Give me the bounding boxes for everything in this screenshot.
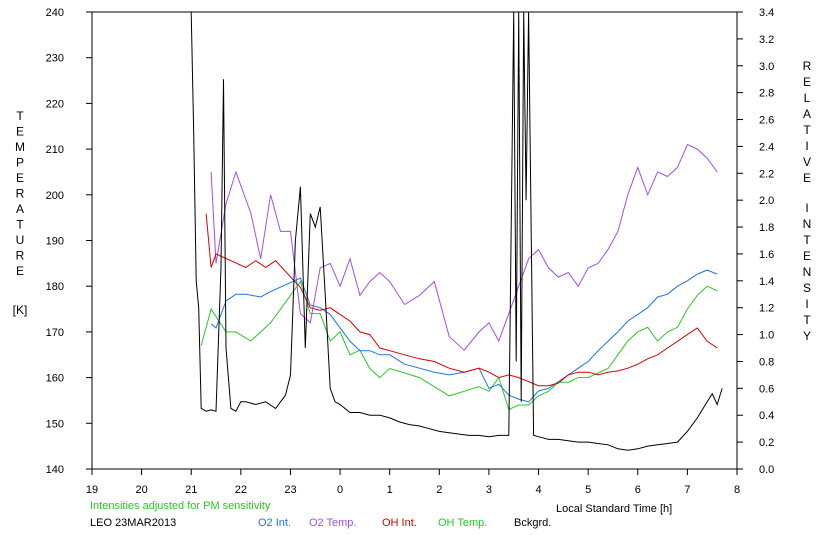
right-tick-label: 0.4 xyxy=(759,410,774,422)
left-tick-label: 220 xyxy=(46,98,64,110)
left-axis-unit: [K] xyxy=(13,303,28,317)
left-axis-label-letter: M xyxy=(15,140,25,154)
right-axis-label-letter: R xyxy=(803,59,812,73)
left-axis-label-letter: A xyxy=(16,202,24,216)
legend-item: Bckgrd. xyxy=(514,517,551,529)
left-tick-label: 240 xyxy=(46,7,64,19)
right-axis-label-letter: T xyxy=(803,233,811,247)
right-tick-label: 2.6 xyxy=(759,115,774,127)
left-axis-label-letter: T xyxy=(16,218,24,232)
right-axis-label-letter: E xyxy=(803,249,811,263)
legend: O2 Int. O2 Temp. OH Int. OH Temp. Bckgrd. xyxy=(258,517,551,529)
right-axis-label-letter: E xyxy=(803,75,811,89)
right-tick-label: 1.4 xyxy=(759,276,774,288)
x-tick-label: 19 xyxy=(86,484,98,496)
left-tick-label: 200 xyxy=(46,190,64,202)
right-axis-label-letter: I xyxy=(805,297,808,311)
right-tick-label: 1.6 xyxy=(759,249,774,261)
right-axis-label-letter: N xyxy=(803,217,812,231)
legend-item: O2 Int. xyxy=(258,517,291,529)
series-o2-int-line xyxy=(210,269,718,403)
x-axis-ticks: 19 20 21 22 23 0 1 2 3 4 5 6 7 8 xyxy=(86,469,740,496)
right-tick-label: 1.2 xyxy=(759,303,774,315)
right-axis-label-letter: S xyxy=(803,281,811,295)
x-tick-label: 23 xyxy=(284,484,296,496)
left-axis-label-letter: P xyxy=(16,156,24,170)
x-tick-label: 22 xyxy=(235,484,247,496)
right-axis-label-letter: A xyxy=(803,107,811,121)
left-tick-label: 210 xyxy=(46,144,64,156)
left-tick-label: 230 xyxy=(46,53,64,65)
right-axis-ticks: 0.0 0.2 0.4 0.6 0.8 1.0 1.2 1.4 1.6 1.8 2.0 2.2 2.4 2… xyxy=(737,7,774,476)
x-tick-label: 4 xyxy=(535,484,541,496)
x-axis-label: Local Standard Time [h] xyxy=(556,503,672,515)
left-axis-label-letter: R xyxy=(16,249,25,263)
x-tick-label: 20 xyxy=(135,484,147,496)
right-tick-label: 0.8 xyxy=(759,356,774,368)
right-axis-label-letter: E xyxy=(803,171,811,185)
sensitivity-note: Intensities adjusted for PM sensitivity xyxy=(90,500,271,512)
left-axis-ticks: 140 150 160 170 180 190 200 210 220 230 240 xyxy=(46,7,92,476)
x-tick-label: 21 xyxy=(185,484,197,496)
x-tick-label: 5 xyxy=(585,484,591,496)
right-axis-label-letter: T xyxy=(803,123,811,137)
x-tick-label: 8 xyxy=(734,484,740,496)
right-tick-label: 3.4 xyxy=(759,7,774,19)
x-tick-label: 1 xyxy=(387,484,393,496)
right-tick-label: 0.0 xyxy=(759,464,774,476)
right-tick-label: 2.4 xyxy=(759,141,774,153)
right-tick-label: 2.8 xyxy=(759,88,774,100)
right-axis-label-letter: I xyxy=(805,201,808,215)
right-tick-label: 1.0 xyxy=(759,330,774,342)
right-tick-label: 1.8 xyxy=(759,222,774,234)
legend-item: OH Temp. xyxy=(438,517,487,529)
legend-item: OH Int. xyxy=(382,517,417,529)
left-axis-label-letter: E xyxy=(16,264,24,278)
station-date: LEO 23MAR2013 xyxy=(90,517,176,529)
right-tick-label: 2.0 xyxy=(759,195,774,207)
right-axis-label-letter: V xyxy=(803,155,811,169)
left-tick-label: 180 xyxy=(46,281,64,293)
x-tick-label: 6 xyxy=(635,484,641,496)
left-axis-label-letter: E xyxy=(16,125,24,139)
left-axis-label-letter: R xyxy=(16,187,25,201)
left-tick-label: 160 xyxy=(46,373,64,385)
x-tick-label: 7 xyxy=(684,484,690,496)
right-axis-label-letter: I xyxy=(805,139,808,153)
right-tick-label: 0.6 xyxy=(759,383,774,395)
x-tick-label: 2 xyxy=(436,484,442,496)
x-tick-label: 0 xyxy=(337,484,343,496)
right-axis-label-letter: L xyxy=(804,91,811,105)
right-tick-label: 3.0 xyxy=(759,61,774,73)
left-tick-label: 170 xyxy=(46,327,64,339)
left-axis-label-letter: U xyxy=(16,233,25,247)
right-tick-label: 0.2 xyxy=(759,437,774,449)
left-tick-label: 190 xyxy=(46,236,64,248)
x-tick-label: 3 xyxy=(486,484,492,496)
right-axis-label-letter: Y xyxy=(803,329,811,343)
left-axis-label-letter: E xyxy=(16,171,24,185)
right-axis-label-letter: T xyxy=(803,313,811,327)
left-axis-label-letter: T xyxy=(16,109,24,123)
series-bckgrd-line xyxy=(190,11,723,451)
plot-frame xyxy=(91,11,738,470)
right-axis-label-letter: N xyxy=(803,265,812,279)
series-o2-temp-line xyxy=(210,143,718,351)
plot-layer xyxy=(190,11,723,451)
right-tick-label: 2.2 xyxy=(759,168,774,180)
left-tick-label: 150 xyxy=(46,418,64,430)
left-tick-label: 140 xyxy=(46,464,64,476)
legend-item: O2 Temp. xyxy=(309,517,357,529)
right-tick-label: 3.2 xyxy=(759,34,774,46)
series-oh-int-line xyxy=(205,213,718,387)
